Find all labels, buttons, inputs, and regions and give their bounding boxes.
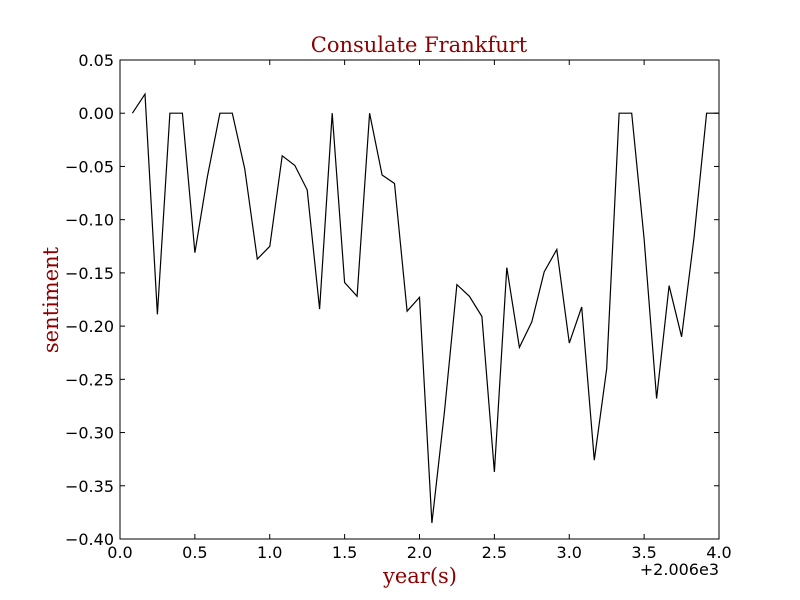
- chart-title: Consulate Frankfurt: [311, 33, 528, 57]
- x-axis: 0.0 0.5 1.0 1.5 2.0 2.5 3.0 3.5 4.0: [107, 60, 732, 562]
- x-tick-label: 2.5: [482, 543, 507, 562]
- y-tick-label: −0.25: [65, 370, 114, 389]
- sentiment-line: [131, 92, 719, 524]
- x-tick-label: 0.0: [107, 543, 132, 562]
- x-tick-label: 1.0: [257, 543, 282, 562]
- x-tick-label: 3.0: [557, 543, 582, 562]
- y-tick-label: −0.30: [65, 424, 114, 443]
- y-tick-label: −0.35: [65, 477, 114, 496]
- x-offset-label: +2.006e3: [640, 560, 719, 579]
- x-axis-label: year(s): [382, 564, 457, 588]
- y-tick-label: −0.15: [65, 264, 114, 283]
- x-tick-label: 1.5: [332, 543, 357, 562]
- y-tick-label: −0.40: [65, 530, 114, 549]
- y-tick-label: −0.20: [65, 317, 114, 336]
- y-tick-label: 0.05: [78, 51, 114, 70]
- x-tick-label: 2.0: [407, 543, 432, 562]
- y-axis-label: sentiment: [39, 246, 63, 353]
- y-axis: 0.05 0.00 −0.05 −0.10 −0.15 −0.20 −0.25 −0.30 −0…: [65, 51, 719, 549]
- y-tick-label: −0.05: [65, 157, 114, 176]
- x-tick-label: 3.5: [631, 543, 656, 562]
- y-tick-label: −0.10: [65, 211, 114, 230]
- x-tick-label: 4.0: [706, 543, 731, 562]
- y-tick-label: 0.00: [78, 104, 114, 123]
- x-tick-label: 0.5: [182, 543, 207, 562]
